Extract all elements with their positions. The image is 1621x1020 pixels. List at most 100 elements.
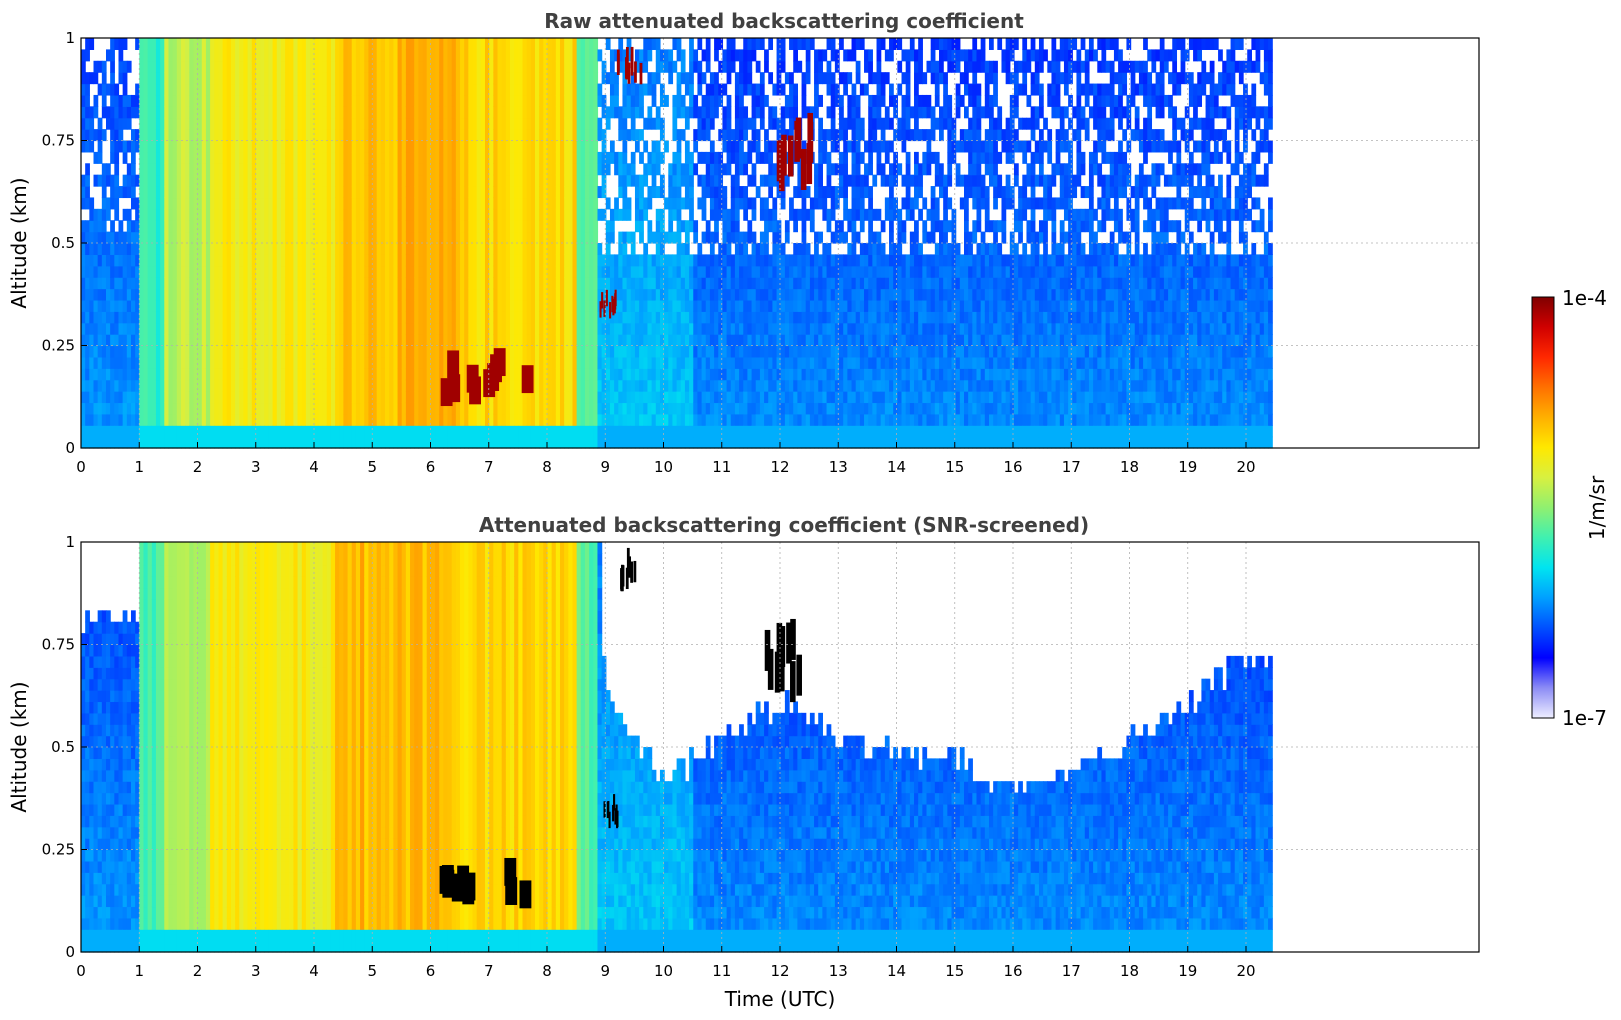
heat-cell (230, 231, 236, 244)
heat-cell (534, 379, 540, 392)
heat-cell (676, 197, 682, 210)
heat-cell (372, 425, 378, 438)
heat-cell (147, 265, 153, 278)
heat-cell (81, 288, 86, 301)
heat-cell (189, 72, 195, 85)
heat-cell (472, 197, 478, 210)
heat-cell (518, 254, 524, 267)
heat-cell (505, 402, 511, 415)
heat-cell (676, 174, 682, 187)
heat-cell (493, 140, 499, 153)
heat-cell (422, 277, 428, 290)
heat-cell (630, 436, 636, 449)
heat-cell (493, 299, 499, 312)
heat-cell (255, 49, 261, 62)
heat-cell (564, 334, 569, 347)
heat-cell (485, 72, 490, 85)
heat-cell (476, 94, 482, 107)
heat-cell (180, 413, 186, 426)
heat-cell (514, 379, 519, 392)
heat-cell (672, 129, 678, 142)
heat-cell (460, 60, 465, 73)
heat-cell (680, 197, 686, 210)
heat-cell (430, 391, 436, 404)
heat-cell (609, 106, 615, 119)
heat-cell (130, 425, 136, 438)
heat-cell (647, 436, 653, 449)
heat-cell (301, 197, 307, 210)
heat-cell (268, 254, 274, 267)
heat-cell (547, 391, 553, 404)
heat-cell (251, 151, 257, 164)
heat-cell (264, 49, 270, 62)
heat-cell (260, 243, 265, 255)
heat-cell (197, 334, 203, 347)
heat-cell (260, 117, 265, 130)
heat-cell (555, 231, 561, 244)
heat-cell (530, 38, 536, 50)
heat-cell (593, 436, 599, 449)
heat-cell (514, 151, 519, 164)
heat-cell (564, 140, 569, 153)
heat-cell (580, 311, 586, 324)
heat-cell (251, 49, 257, 62)
heat-cell (189, 140, 195, 153)
heat-cell (343, 322, 349, 335)
heat-cell (559, 140, 565, 153)
heat-cell (351, 402, 357, 415)
heat-cell (385, 117, 390, 130)
heat-cell (522, 220, 528, 233)
heat-cell (568, 151, 574, 164)
heat-cell (576, 174, 582, 187)
heat-cell (534, 322, 540, 335)
heat-cell (414, 345, 419, 358)
heat-cell (630, 254, 636, 267)
heat-cell (480, 254, 486, 267)
heat-cell (85, 243, 90, 255)
heat-cell (276, 368, 282, 381)
heat-cell (360, 299, 365, 312)
heat-cell (285, 277, 290, 290)
heat-cell (339, 436, 344, 449)
heat-cell (430, 129, 436, 142)
heat-cell (347, 94, 353, 107)
heat-cell (672, 299, 678, 312)
heat-cell (547, 197, 553, 210)
heat-cell (255, 197, 261, 210)
heat-cell (301, 174, 307, 187)
heat-cell (380, 208, 386, 221)
heat-cell (559, 368, 565, 381)
heat-cell (172, 368, 178, 381)
heat-cell (143, 38, 149, 50)
heat-cell (314, 368, 320, 381)
heat-cell (364, 277, 369, 290)
heat-cell (293, 231, 299, 244)
heat-cell (672, 151, 678, 164)
heat-cell (659, 186, 665, 199)
heat-cell (276, 186, 282, 199)
heat-cell (601, 356, 607, 369)
heat-cell (330, 140, 336, 153)
heat-cell (305, 174, 311, 187)
heat-cell (143, 402, 149, 415)
heat-cell (609, 334, 615, 347)
heat-cell (551, 277, 557, 290)
heat-cell (472, 345, 478, 358)
heat-cell (285, 208, 290, 221)
heat-cell (559, 220, 565, 233)
heat-cell (180, 243, 186, 255)
heat-cell (268, 265, 274, 278)
heat-cell (114, 151, 120, 164)
heat-cell (676, 94, 682, 107)
heat-cell (85, 72, 90, 85)
heat-cell (393, 72, 399, 85)
heat-cell (276, 311, 282, 324)
heat-cell (364, 117, 369, 130)
heat-cell (439, 38, 444, 50)
heat-cell (155, 413, 161, 426)
heat-cell (622, 49, 628, 62)
heat-cell (218, 288, 224, 301)
heat-cell (264, 186, 270, 199)
heat-cell (372, 49, 378, 62)
heat-cell (172, 265, 178, 278)
